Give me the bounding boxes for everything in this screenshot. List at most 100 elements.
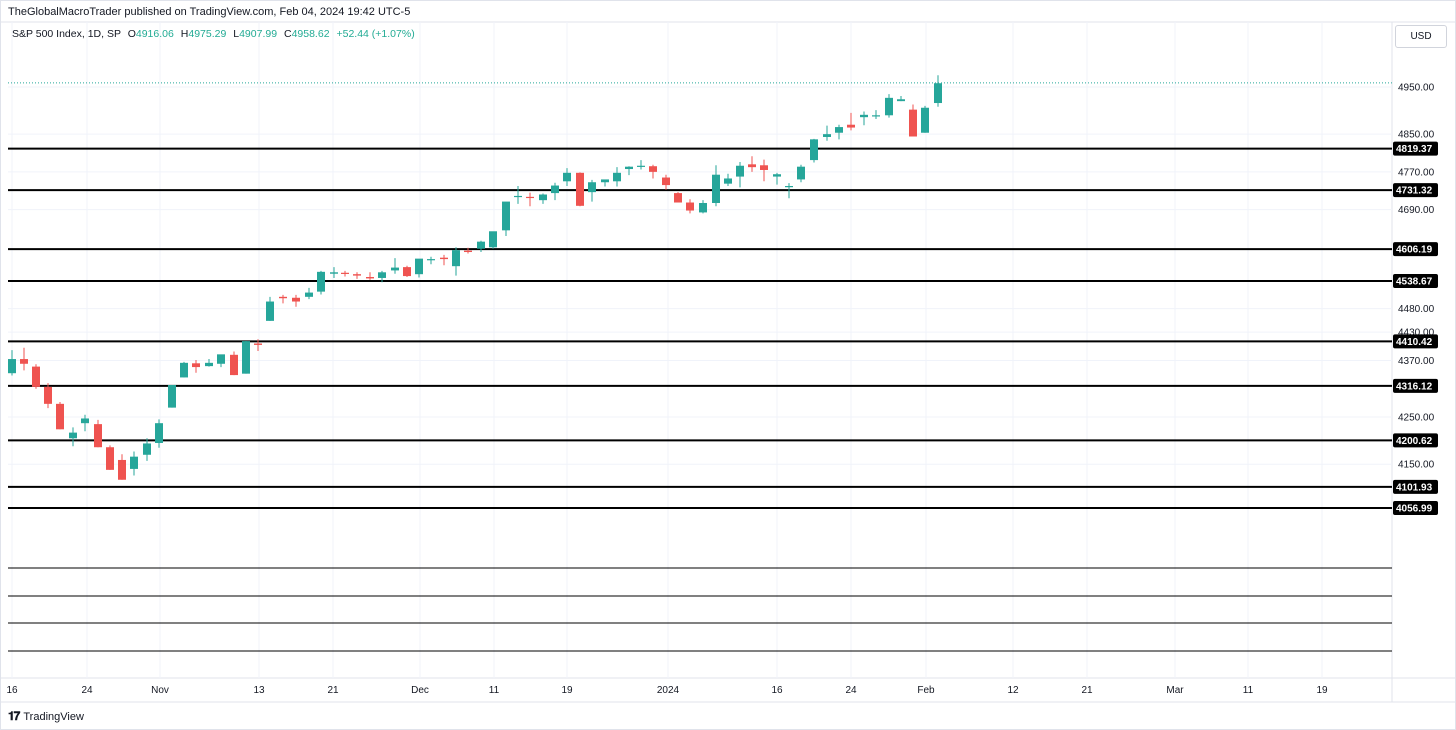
high-value: 4975.29 — [188, 28, 227, 40]
candle-body[interactable] — [847, 124, 855, 128]
candle-body[interactable] — [366, 277, 374, 279]
candle-body[interactable] — [601, 179, 609, 183]
candle-body[interactable] — [44, 386, 52, 404]
candle-body[interactable] — [378, 272, 386, 278]
candle-body[interactable] — [292, 297, 300, 302]
level-price-badge — [1393, 141, 1438, 156]
candle-body[interactable] — [180, 362, 188, 378]
time-tick-label: 24 — [845, 685, 857, 696]
candle-body[interactable] — [94, 424, 102, 448]
candle-body[interactable] — [625, 166, 633, 170]
candle-body[interactable] — [205, 362, 213, 367]
price-tick-label: 4850.00 — [1398, 130, 1435, 141]
candle-body[interactable] — [797, 166, 805, 180]
close-label: C — [283, 28, 292, 40]
candle-body[interactable] — [760, 165, 768, 170]
candle-body[interactable] — [823, 134, 831, 137]
candle-body[interactable] — [266, 301, 274, 321]
level-price-label: 4200.62 — [1396, 436, 1433, 447]
candle-body[interactable] — [613, 172, 621, 182]
candle-body[interactable] — [897, 99, 905, 102]
candle-body[interactable] — [674, 193, 682, 203]
candle-body[interactable] — [773, 174, 781, 177]
candle-body[interactable] — [143, 443, 151, 455]
candle-body[interactable] — [106, 447, 114, 470]
candle-body[interactable] — [427, 259, 435, 261]
tradingview-logo-icon: 𝟏𝟕 — [8, 709, 20, 723]
candle-body[interactable] — [551, 185, 559, 194]
candle-body[interactable] — [699, 202, 707, 213]
price-axis: 4950.00 4850.00 4770.00 4690.00 4480.00 4430.… — [1393, 83, 1438, 516]
candle-body[interactable] — [921, 107, 929, 133]
candle-body[interactable] — [330, 272, 338, 274]
candle-body[interactable] — [489, 231, 497, 248]
candle-body[interactable] — [860, 114, 868, 118]
candle-body[interactable] — [217, 354, 225, 364]
candle-body[interactable] — [305, 292, 313, 297]
candle-body[interactable] — [20, 359, 28, 364]
candle-body[interactable] — [81, 418, 89, 424]
candle-body[interactable] — [415, 258, 423, 275]
candle-body[interactable] — [353, 274, 361, 276]
candle-body[interactable] — [317, 271, 325, 292]
price-tick-label: 4950.00 — [1398, 83, 1435, 94]
candle-body[interactable] — [712, 174, 720, 203]
candle-body[interactable] — [32, 366, 40, 387]
candle-body[interactable] — [192, 363, 200, 368]
candle-body[interactable] — [872, 115, 880, 117]
time-tick-label: 21 — [327, 685, 339, 696]
candle-body[interactable] — [810, 139, 818, 161]
price-tick-label: 4770.00 — [1398, 167, 1435, 178]
level-price-label: 4316.12 — [1396, 381, 1433, 392]
time-tick-label: 19 — [1316, 685, 1328, 696]
candle-body[interactable] — [130, 456, 138, 469]
candle-body[interactable] — [785, 186, 793, 188]
candle-body[interactable] — [686, 202, 694, 211]
high-label: H — [180, 28, 189, 40]
candle-body[interactable] — [748, 164, 756, 168]
candle-body[interactable] — [440, 257, 448, 260]
candle-body[interactable] — [8, 359, 16, 374]
candle-body[interactable] — [576, 172, 584, 206]
time-tick-label: 24 — [81, 685, 93, 696]
candle-body[interactable] — [118, 459, 126, 480]
candle-body[interactable] — [56, 403, 64, 430]
candle-body[interactable] — [452, 250, 460, 267]
candle-body[interactable] — [403, 267, 411, 277]
candle-body[interactable] — [526, 196, 534, 199]
currency-button[interactable]: USD — [1395, 25, 1447, 48]
candle-body[interactable] — [637, 165, 645, 167]
candle-body[interactable] — [563, 172, 571, 182]
candle-body[interactable] — [155, 423, 163, 443]
candle-body[interactable] — [514, 195, 522, 198]
level-price-label: 4101.93 — [1396, 482, 1433, 493]
level-price-badge — [1393, 479, 1438, 494]
candle-body[interactable] — [254, 343, 262, 345]
candle-body[interactable] — [279, 296, 287, 299]
candle-body[interactable] — [464, 250, 472, 253]
candle-body[interactable] — [736, 165, 744, 177]
candle-body[interactable] — [885, 97, 893, 116]
candle-body[interactable] — [588, 182, 596, 193]
candle-body[interactable] — [934, 83, 942, 104]
candle-body[interactable] — [662, 177, 670, 186]
candle-body[interactable] — [649, 166, 657, 172]
candle-body[interactable] — [69, 432, 77, 439]
level-price-label: 4731.32 — [1396, 186, 1433, 197]
candle-body[interactable] — [835, 127, 843, 133]
tradingview-brand[interactable]: 𝟏𝟕 TradingView — [8, 709, 84, 724]
level-price-badge — [1393, 273, 1438, 288]
candle-body[interactable] — [477, 241, 485, 249]
candle-body[interactable] — [724, 178, 732, 184]
level-price-badge — [1393, 501, 1438, 516]
candle-body[interactable] — [242, 341, 250, 374]
candle-body[interactable] — [230, 354, 238, 376]
candle-body[interactable] — [341, 272, 349, 274]
candle-body[interactable] — [502, 201, 510, 231]
candle-body[interactable] — [168, 384, 176, 408]
candle-body[interactable] — [391, 267, 399, 271]
open-value: 4916.06 — [135, 28, 174, 40]
candle-body[interactable] — [909, 109, 917, 137]
candle-body[interactable] — [539, 194, 547, 201]
